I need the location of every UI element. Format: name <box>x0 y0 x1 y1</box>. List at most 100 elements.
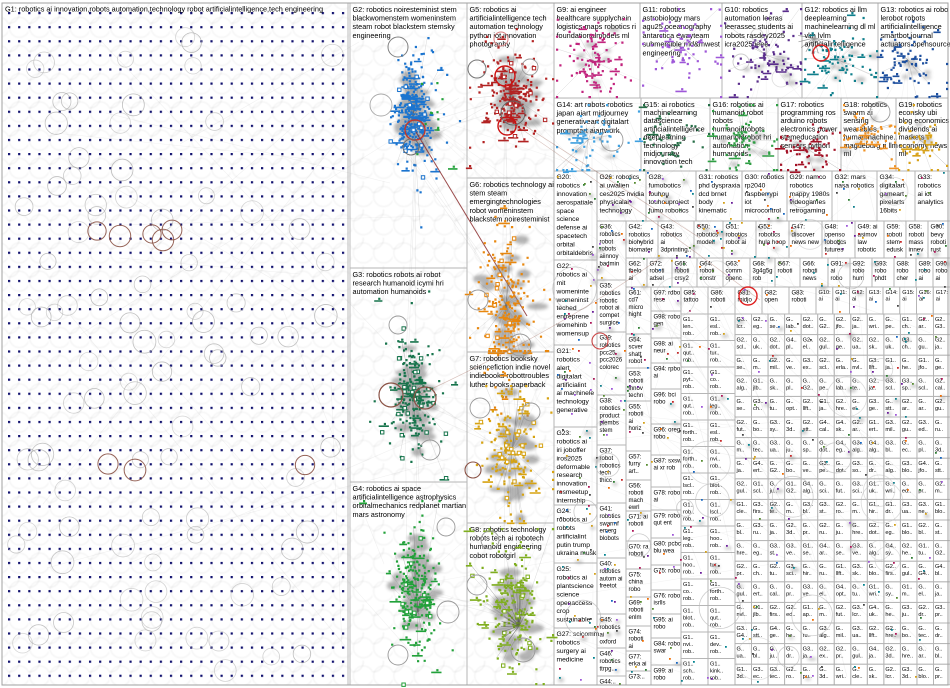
svg-text:G2..dr..: G2.. dr.. <box>918 605 929 618</box>
svg-text:G..dr..: G.. dr.. <box>935 626 943 639</box>
svg-text:G..ar..: G.. ar.. <box>918 646 926 659</box>
svg-text:G1..kink..rob..: G1.. kink.. rob.. <box>710 662 724 682</box>
svg-text:G..he..: G..he.. <box>885 605 895 618</box>
svg-text:G1..G2..: G1.. G2.. <box>786 482 797 495</box>
svg-text:G3..ve..: G3.. ve.. <box>786 543 797 556</box>
svg-text:G4..ar..: G4.. ar.. <box>819 543 830 556</box>
svg-text:G..ru..: G.. ru.. <box>803 626 812 639</box>
svg-text:G1..esl..rob..: G1.. esl.. rob.. <box>710 423 722 443</box>
svg-text:G1..ch..: G1.. ch.. <box>902 317 913 330</box>
svg-text:G1..llft..: G1.. llft.. <box>836 564 847 577</box>
svg-text:G..wri..: G.. wri.. <box>835 667 847 680</box>
svg-text:G15:ai: G15: ai <box>902 290 915 303</box>
svg-text:G1..jfo..: G1.. jfo.. <box>917 358 929 371</box>
svg-text:G1..jlb..: G1.. jlb.. <box>752 379 764 392</box>
svg-text:G..ru..: G.. ru.. <box>935 420 944 433</box>
svg-text:G..eg..: G.. eg.. <box>885 523 895 536</box>
svg-text:G..erla..: G.. erla.. <box>836 358 849 371</box>
svg-text:G..uk..: G.. uk.. <box>753 337 762 350</box>
svg-text:G..wri..: G.. wri.. <box>868 317 880 330</box>
svg-text:G..lab..: G.. lab.. <box>786 317 797 330</box>
svg-text:G..pl..: G.. pl.. <box>918 440 926 453</box>
svg-text:G..dr..: G.. dr.. <box>786 646 794 659</box>
svg-text:G1..hir..: G1.. hir.. <box>869 502 880 515</box>
svg-text:G3..lcr..: G3.. lcr.. <box>737 317 748 330</box>
svg-text:G1..pyt..rob..: G1.. pyt.. rob.. <box>683 370 695 390</box>
svg-text:G..se..: G.. se.. <box>770 317 779 330</box>
svg-text:G2..ua..: G2.. ua.. <box>852 337 863 350</box>
svg-text:G..hre..: G.. hre.. <box>737 543 749 556</box>
svg-text:G..ja..: G.. ja.. <box>934 585 943 598</box>
svg-text:G..pe..: G.. pe.. <box>819 379 829 392</box>
svg-text:G3..ua..: G3.. ua.. <box>770 440 781 453</box>
svg-text:G2..ja..: G2.. ja.. <box>934 337 946 350</box>
svg-text:G1..ja..: G1.. ja.. <box>884 358 896 371</box>
svg-text:G..pl..: G.. pl.. <box>786 379 794 392</box>
svg-text:G2..fut..: G2.. fut.. <box>836 605 847 618</box>
svg-text:G1..m..: G1.. m.. <box>902 585 913 598</box>
svg-text:G3..ja..: G3.. ja.. <box>802 646 814 659</box>
svg-text:G17:ai: G17: ai <box>936 290 949 303</box>
svg-text:G..sci..: G.. sci.. <box>819 482 829 495</box>
svg-text:G2..ja..: G2.. ja.. <box>851 317 863 330</box>
svg-text:G..gul..: G..gul.. <box>852 646 863 659</box>
svg-text:G1..wri..: G1.. wri.. <box>868 585 880 598</box>
svg-text:G82:open: G82: open <box>765 291 778 304</box>
svg-text:G67:roboti: G67: roboti <box>778 262 793 275</box>
svg-text:G..ch..: G.. ch.. <box>753 564 762 577</box>
svg-text:G..ua..: G.. ua.. <box>737 646 747 659</box>
svg-text:G..ja..: G.. ja.. <box>736 461 745 474</box>
svg-text:G..tu..: G.. tu.. <box>852 585 860 598</box>
svg-text:G10:ai: G10: ai <box>819 290 832 303</box>
svg-text:G..G2..: G.. G2.. <box>803 379 814 392</box>
svg-text:G1..lscl..rob..: G1.. lscl.. rob.. <box>683 476 695 496</box>
svg-text:G2..he..: G2.. he.. <box>902 543 913 556</box>
svg-text:G3..ed..: G3.. ed.. <box>918 420 929 433</box>
svg-text:G..m..: G.. m.. <box>819 605 827 618</box>
svg-text:G3..ch..: G3..ch.. <box>753 399 764 412</box>
svg-text:G1..co..rob..: G1.. co.. rob.. <box>710 370 722 390</box>
svg-text:G4..ge..: G4.. ge.. <box>770 626 781 639</box>
svg-text:G..ed..: G.. ed.. <box>902 482 912 495</box>
svg-text:G3..st..: G3.. st.. <box>770 543 781 556</box>
svg-text:G..sp..: G.. sp.. <box>803 440 812 453</box>
svg-text:G..alg..: G.. alg.. <box>885 461 896 474</box>
svg-text:G..sk..: G.. sk.. <box>869 667 878 680</box>
svg-text:G1..qut..rob..: G1..qut..rob.. <box>683 344 695 364</box>
svg-text:G..ve..: G.. ve.. <box>803 461 812 474</box>
svg-text:G..tec..: G.. tec.. <box>753 440 764 453</box>
svg-text:G1..leg..rob..: G1.. leg.. rob.. <box>710 397 722 417</box>
svg-text:G..el..: G..el.. <box>819 585 827 598</box>
svg-text:G3..pe..: G3.. pe.. <box>819 461 830 474</box>
svg-text:G..el..: G..el.. <box>852 399 860 412</box>
svg-text:G2..firs..: G2.. firs.. <box>885 564 896 577</box>
